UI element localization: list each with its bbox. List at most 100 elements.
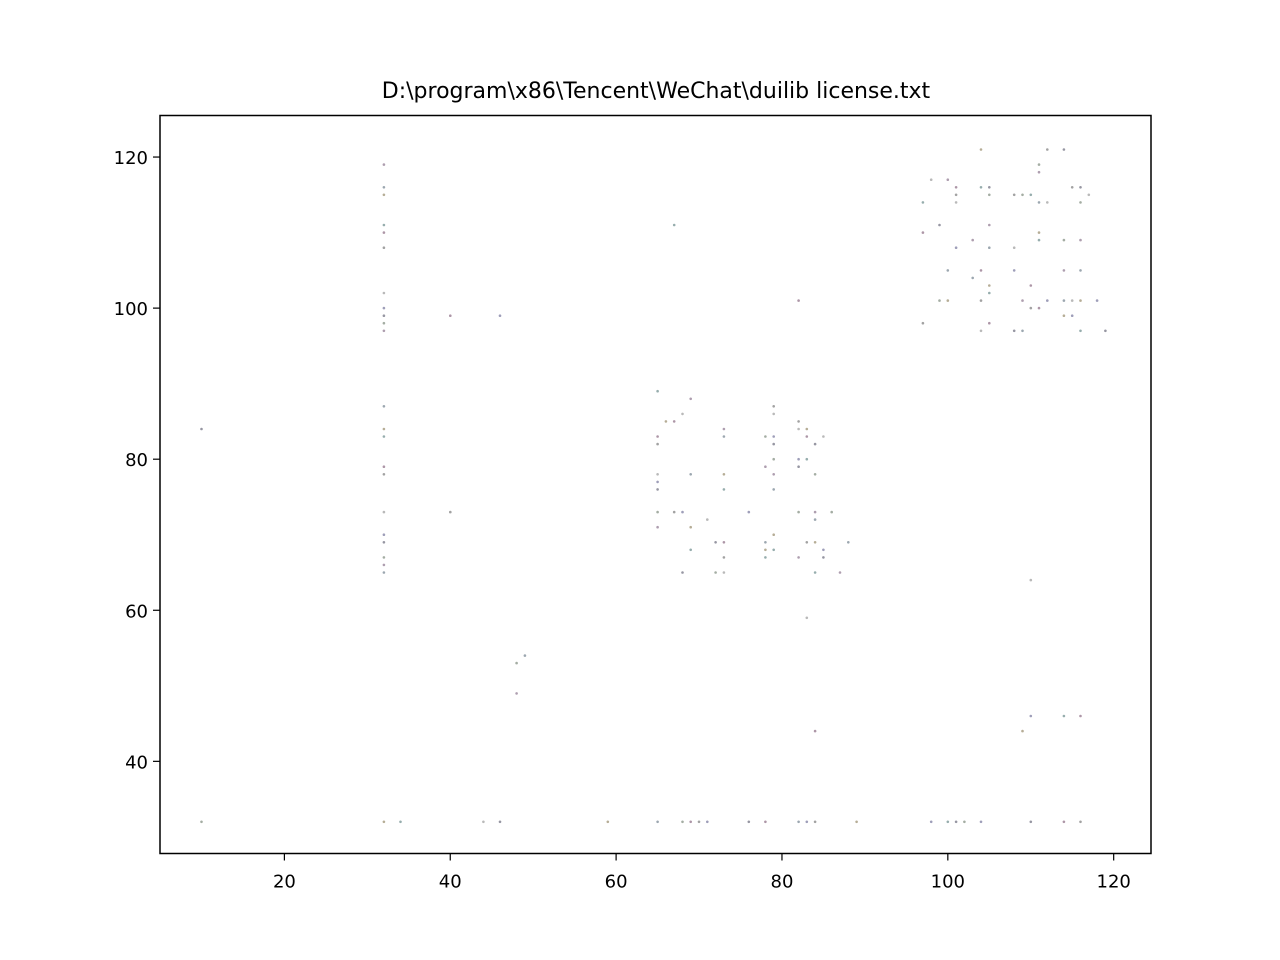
- data-point: [772, 457, 775, 461]
- data-point: [672, 420, 676, 423]
- data-point: [382, 163, 386, 166]
- data-point: [946, 269, 950, 272]
- data-point: [681, 412, 684, 416]
- data-point: [382, 541, 386, 544]
- data-point: [921, 231, 925, 234]
- data-point: [399, 820, 402, 824]
- data-point: [382, 465, 386, 469]
- data-point: [382, 427, 386, 431]
- data-point: [656, 442, 659, 446]
- points-layer: [200, 148, 1107, 824]
- data-point: [722, 473, 726, 476]
- data-point: [963, 820, 966, 824]
- data-point: [722, 488, 726, 491]
- data-point: [813, 442, 817, 446]
- data-point: [382, 556, 386, 559]
- data-point: [681, 510, 684, 514]
- data-point: [772, 412, 775, 416]
- data-point: [822, 556, 825, 559]
- data-point: [813, 510, 817, 514]
- chart-title: D:\program\x86\Tencent\WeChat\duilib lic…: [382, 79, 931, 104]
- data-point: [714, 571, 717, 574]
- data-point: [449, 314, 452, 318]
- data-point: [498, 314, 502, 318]
- data-point: [805, 435, 809, 438]
- data-point: [722, 427, 726, 431]
- data-point: [1079, 820, 1082, 824]
- data-point: [482, 820, 485, 824]
- data-point: [1046, 201, 1049, 204]
- data-point: [1029, 578, 1033, 582]
- data-point: [954, 820, 958, 824]
- y-tick-label: 40: [125, 752, 148, 773]
- data-point: [382, 246, 386, 249]
- data-point: [498, 820, 502, 824]
- data-point: [656, 389, 659, 393]
- data-point: [805, 541, 809, 544]
- data-point: [988, 193, 991, 197]
- data-point: [1037, 231, 1041, 234]
- data-point: [764, 548, 767, 552]
- data-point: [689, 397, 692, 401]
- data-point: [747, 510, 751, 514]
- data-point: [1062, 314, 1066, 318]
- data-point: [847, 541, 850, 544]
- data-point: [921, 201, 925, 204]
- data-point: [946, 299, 950, 302]
- data-point: [722, 556, 726, 559]
- data-point: [971, 276, 974, 280]
- data-point: [979, 148, 983, 151]
- data-point: [656, 525, 659, 529]
- data-point: [772, 533, 775, 536]
- data-point: [689, 473, 692, 476]
- data-point: [1021, 729, 1024, 733]
- data-point: [988, 246, 991, 249]
- data-point: [656, 510, 659, 514]
- data-point: [1021, 329, 1024, 333]
- data-point: [772, 442, 775, 446]
- x-tick-label: 60: [605, 872, 628, 893]
- data-point: [772, 405, 775, 408]
- data-point: [797, 457, 800, 461]
- data-point: [1062, 269, 1066, 272]
- data-point: [382, 193, 386, 197]
- y-tick-label: 100: [114, 299, 148, 320]
- data-point: [772, 548, 775, 552]
- data-point: [382, 291, 386, 295]
- data-point: [1070, 186, 1074, 189]
- data-point: [979, 299, 983, 302]
- data-point: [797, 299, 800, 302]
- data-point: [797, 420, 800, 423]
- data-point: [656, 480, 659, 484]
- data-point: [382, 510, 386, 514]
- x-tick-label: 40: [439, 872, 462, 893]
- data-point: [747, 820, 751, 824]
- data-point: [1037, 306, 1041, 310]
- data-point: [954, 201, 958, 204]
- data-point: [382, 473, 386, 476]
- data-point: [1012, 329, 1016, 333]
- data-point: [1070, 314, 1074, 318]
- data-point: [523, 654, 527, 657]
- data-point: [382, 231, 386, 234]
- data-point: [979, 820, 983, 824]
- data-point: [946, 820, 950, 824]
- data-point: [689, 525, 692, 529]
- data-point: [515, 661, 518, 665]
- data-point: [772, 488, 775, 491]
- data-point: [938, 299, 941, 302]
- data-point: [656, 488, 659, 491]
- data-point: [382, 820, 386, 824]
- data-point: [805, 820, 809, 824]
- data-point: [606, 820, 610, 824]
- x-tick-label: 80: [771, 872, 794, 893]
- data-point: [764, 541, 767, 544]
- data-point: [449, 510, 452, 514]
- data-point: [764, 435, 767, 438]
- data-point: [921, 321, 925, 325]
- x-axis: 20 40 60 80 100 120: [273, 853, 1131, 893]
- data-point: [1062, 148, 1066, 151]
- data-point: [672, 510, 676, 514]
- data-point: [681, 820, 684, 824]
- data-point: [1037, 170, 1041, 174]
